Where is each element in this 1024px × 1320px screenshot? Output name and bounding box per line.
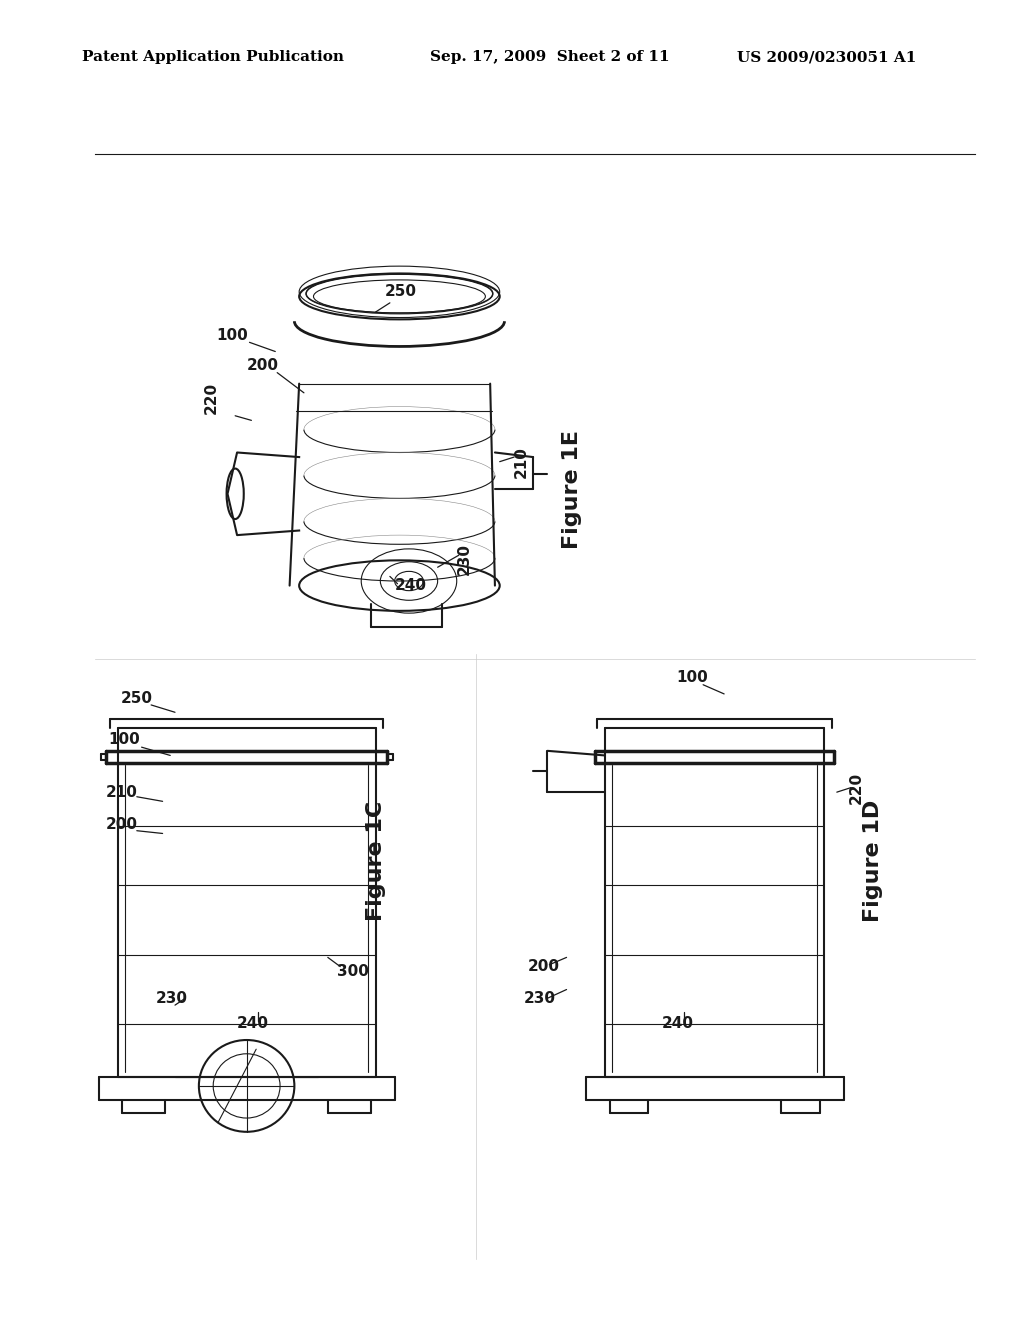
Text: Figure 1D: Figure 1D [862, 800, 883, 923]
Text: 230: 230 [457, 543, 472, 574]
Text: Patent Application Publication: Patent Application Publication [82, 50, 344, 65]
Text: 300: 300 [337, 964, 370, 978]
Text: 230: 230 [156, 991, 188, 1006]
Text: 230: 230 [523, 991, 556, 1006]
Text: 100: 100 [216, 327, 248, 343]
Text: 200: 200 [247, 358, 279, 372]
Text: 210: 210 [514, 446, 529, 478]
Text: 200: 200 [527, 960, 559, 974]
Text: Sep. 17, 2009  Sheet 2 of 11: Sep. 17, 2009 Sheet 2 of 11 [430, 50, 670, 65]
Text: 100: 100 [677, 671, 709, 685]
Text: 210: 210 [105, 784, 137, 800]
Text: 240: 240 [663, 1016, 694, 1031]
Text: 240: 240 [394, 578, 427, 593]
Text: 220: 220 [848, 772, 863, 804]
Text: US 2009/0230051 A1: US 2009/0230051 A1 [737, 50, 916, 65]
Text: 100: 100 [109, 733, 140, 747]
Text: 220: 220 [204, 381, 219, 414]
Text: Figure 1E: Figure 1E [562, 430, 582, 549]
Ellipse shape [199, 1040, 294, 1131]
Text: Figure 1C: Figure 1C [366, 801, 386, 921]
Text: 250: 250 [121, 692, 153, 706]
Text: 240: 240 [238, 1016, 269, 1031]
Text: 250: 250 [385, 284, 417, 300]
Text: 200: 200 [105, 817, 137, 832]
